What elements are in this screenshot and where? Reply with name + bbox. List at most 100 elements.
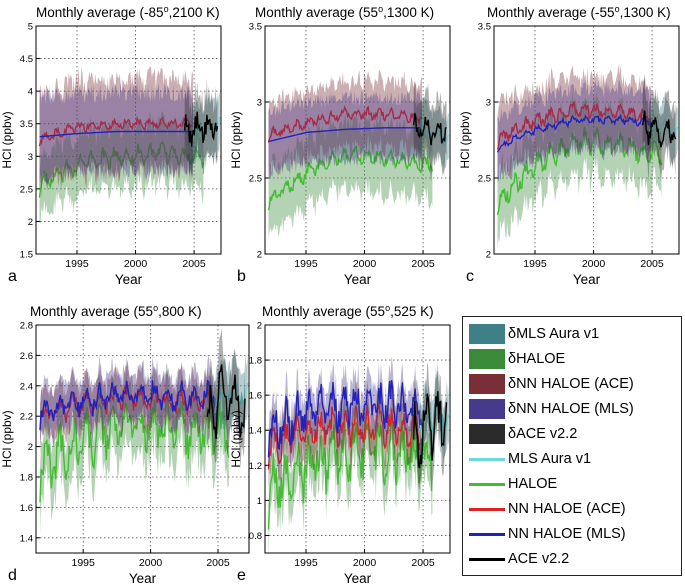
panel-title-main: Monthly average (55: [255, 5, 378, 20]
legend-label: δNN HALOE (MLS): [508, 401, 634, 417]
x-tick-label: 2005: [640, 258, 664, 270]
plot-area: [267, 69, 450, 240]
series-line: [39, 394, 230, 503]
y-tick-label: 2: [28, 442, 33, 453]
legend-label: NN HALOE (ACE): [508, 501, 626, 517]
series-line: [267, 402, 423, 470]
y-tick-label: 2: [257, 321, 262, 332]
x-tick-label: 2000: [124, 258, 148, 270]
y-tick-label: 1.6: [249, 391, 262, 402]
legend-entry: δACE v2.2: [469, 423, 577, 445]
legend-swatch: [469, 424, 505, 444]
x-tick-label: 1995: [65, 258, 89, 270]
y-tick-label: 1.8: [20, 473, 33, 484]
x-tick-label: 2005: [182, 258, 206, 270]
y-tick-label: 2.6: [20, 351, 33, 362]
chart-panel-e: 1995 2000 2005 0.8 1 1.2 1.4 1.6 1.8 2 Year HCl (pp…: [229, 303, 451, 586]
panel-title-main: Monthly average (55: [262, 304, 385, 319]
series-line: [38, 140, 205, 198]
series-line: [39, 130, 193, 138]
y-tick-label: 2: [257, 250, 262, 261]
legend-entry: NN HALOE (MLS): [469, 523, 626, 545]
panel-title-rest: ,800 K): [158, 304, 202, 319]
legend-swatch: [469, 374, 505, 394]
uncertainty-band: [40, 353, 217, 449]
chart-panel-c: 1995 2000 2005 2 2.5 3 3.5 Year HCl (ppbv) Monthl…: [458, 4, 680, 287]
uncertainty-band: [268, 90, 422, 179]
series-line: [496, 113, 652, 153]
x-tick-label: 2005: [411, 557, 435, 569]
panel-letter: e: [237, 567, 246, 584]
panel-letter: c: [466, 268, 474, 285]
legend-swatch: [469, 324, 505, 344]
panel-title: Monthly average (-55o,1300 K): [487, 4, 671, 20]
x-tick-label: 1995: [294, 258, 318, 270]
panel-title: Monthly average (-85o,2100 K): [36, 4, 220, 20]
panel-title: Monthly average (55o,1300 K): [255, 4, 434, 20]
y-tick-label: 4.5: [20, 54, 33, 65]
x-tick-label: 2000: [353, 258, 377, 270]
y-tick-label: 1.5: [20, 250, 33, 261]
legend-entry: δHALOE: [469, 348, 565, 370]
legend-line: [469, 457, 505, 461]
panel-letter: d: [8, 567, 17, 584]
series-line: [38, 115, 194, 147]
y-tick-label: 3.5: [20, 119, 33, 130]
axes-frame: [35, 25, 222, 255]
y-axis-label: HCl (ppbv): [229, 410, 243, 467]
x-tick-label: 2005: [411, 258, 435, 270]
uncertainty-band: [40, 360, 217, 455]
panel-title-rest: ,1300 K): [620, 5, 671, 20]
axes-frame: [264, 324, 451, 554]
y-tick-label: 2.5: [478, 174, 491, 185]
legend-line: [469, 557, 505, 561]
panel-title-superscript: o: [153, 303, 158, 313]
x-axis-label: Year: [129, 571, 157, 586]
y-tick-label: 1.4: [249, 426, 262, 437]
uncertainty-band: [268, 69, 422, 179]
chart-panel-a: 1995 2000 2005 1.5 2 2.5 3 3.5 4 4.5 5 Year HCl (ppb…: [0, 4, 222, 287]
y-tick-label: 1.2: [249, 461, 262, 472]
y-tick-label: 5: [28, 22, 33, 33]
series-line: [267, 412, 433, 530]
y-tick-label: 2: [28, 217, 33, 228]
panel-title-rest: ,2100 K): [169, 5, 220, 20]
legend-entry: δNN HALOE (ACE): [469, 373, 634, 395]
y-tick-label: 3.5: [249, 22, 262, 33]
series-line: [413, 391, 448, 469]
legend-line: [469, 532, 505, 536]
x-tick-label: 1995: [294, 557, 318, 569]
y-tick-label: 4: [28, 87, 33, 98]
panel-title-rest: ,525 K): [390, 304, 434, 319]
legend: δMLS Aura v1 δHALOE δNN HALOE (ACE) δNN …: [462, 316, 682, 576]
panel-title: Monthly average (55o,800 K): [30, 303, 202, 319]
series-line: [267, 105, 423, 143]
uncertainty-band: [39, 82, 193, 185]
panel-title-rest: ,1300 K): [383, 5, 434, 20]
x-tick-label: 2005: [206, 557, 230, 569]
x-tick-label: 2000: [582, 258, 606, 270]
series-line: [642, 110, 677, 148]
panel-title-main: Monthly average (-55: [487, 5, 615, 20]
y-tick-label: 2.4: [20, 381, 33, 392]
y-tick-label: 2.5: [249, 174, 262, 185]
legend-label: MLS Aura v1: [508, 451, 592, 467]
panel-letter: a: [8, 268, 17, 285]
plot-area: [267, 355, 450, 553]
legend-entry: ACE v2.2: [469, 548, 569, 570]
uncertainty-band: [268, 355, 422, 475]
y-tick-label: 2: [486, 250, 491, 261]
axes-frame: [35, 324, 250, 554]
legend-label: δNN HALOE (ACE): [508, 376, 634, 392]
uncertainty-band: [497, 91, 662, 248]
legend-label: δMLS Aura v1: [508, 326, 600, 342]
plot-area: [496, 63, 679, 248]
panel-title-superscript: o: [615, 4, 620, 14]
series-line: [267, 145, 434, 211]
legend-entry: NN HALOE (ACE): [469, 498, 626, 520]
legend-line: [469, 507, 505, 511]
panel-title-main: Monthly average (-85: [36, 5, 164, 20]
x-axis-label: Year: [344, 571, 372, 586]
chart-panel-b: 1995 2000 2005 2 2.5 3 3.5 Year HCl (ppbv) Monthl…: [229, 4, 451, 287]
